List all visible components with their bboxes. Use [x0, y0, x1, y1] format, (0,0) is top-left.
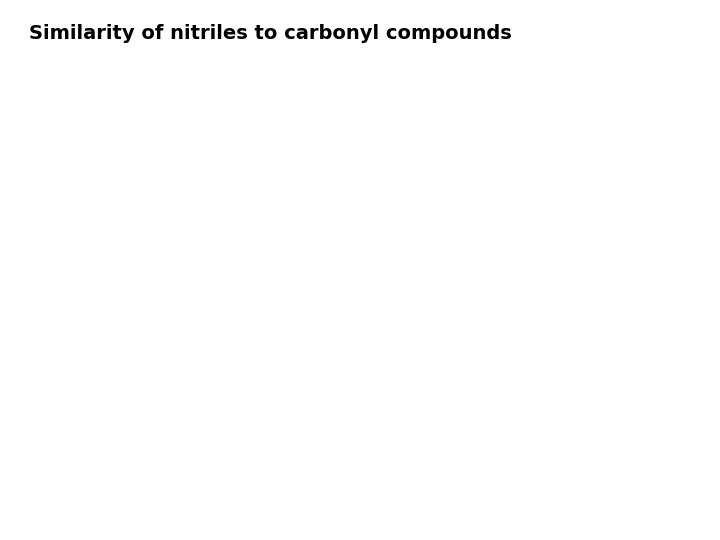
Text: Similarity of nitriles to carbonyl compounds: Similarity of nitriles to carbonyl compo… — [29, 24, 511, 43]
